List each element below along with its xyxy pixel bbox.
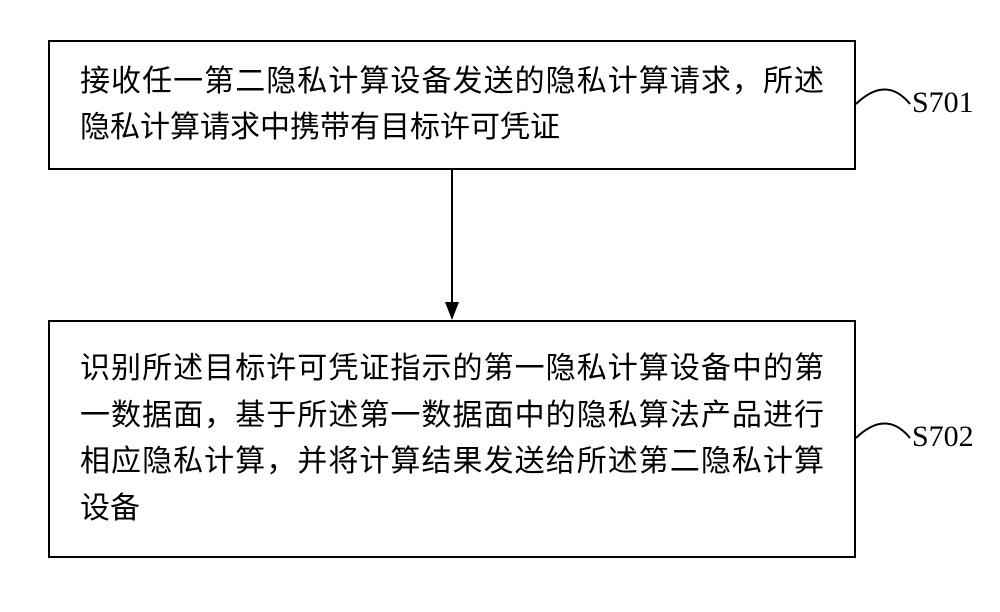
step-label-s702: S702 [912, 420, 974, 454]
label-connector-s702 [0, 0, 1000, 612]
flowchart-canvas: 接收任一第二隐私计算设备发送的隐私计算请求，所述隐私计算请求中携带有目标许可凭证… [0, 0, 1000, 612]
